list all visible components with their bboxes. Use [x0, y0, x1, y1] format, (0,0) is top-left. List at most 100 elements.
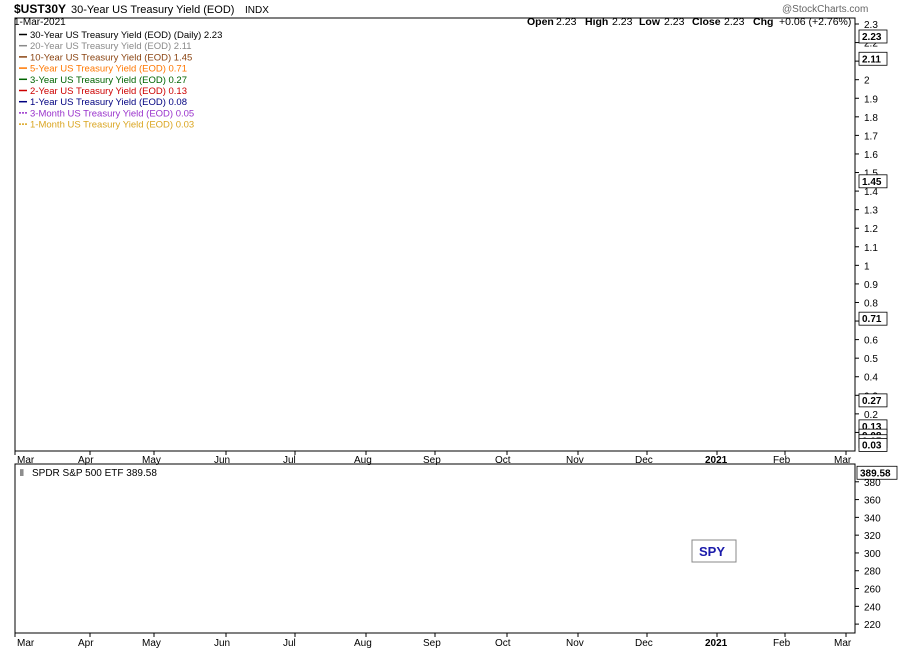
spy-x-tick-label: Aug: [354, 638, 372, 649]
legend-entry: 2-Year US Treasury Yield (EOD) 0.13: [30, 86, 187, 97]
legend-entry: 3-Month US Treasury Yield (EOD) 0.05: [30, 108, 194, 119]
spy-x-tick-label: Oct: [495, 638, 511, 649]
last-value-label: 0.27: [862, 396, 882, 407]
last-value-tag: [858, 51, 888, 66]
y-tick-label: 1.2: [864, 224, 878, 235]
y-tick-label: 1.8: [864, 113, 878, 124]
y-tick-label: 1.5: [864, 169, 878, 180]
spy-last-value-label: 389.58: [860, 468, 891, 479]
spy-x-tick-label: Feb: [773, 638, 791, 649]
price-bars-icon: ⫴: [20, 468, 24, 478]
spy-x-tick-label: Apr: [78, 638, 94, 649]
legend-entry: 20-Year US Treasury Yield (EOD) 2.11: [30, 41, 192, 52]
y-tick-label: 1.6: [864, 150, 878, 161]
last-value-label: 0.71: [862, 314, 882, 325]
spy-x-tick-label: Jun: [214, 638, 230, 649]
ohlc-label: Open: [527, 16, 554, 28]
spy-x-tick-label: Jul: [283, 638, 296, 649]
last-value-label: 0.13: [862, 422, 882, 433]
spy-x-tick-label: Sep: [423, 638, 441, 649]
x-tick-label: Apr: [78, 455, 94, 466]
spy-x-tick-label: Nov: [566, 638, 584, 649]
ohlc-value: 2.23: [556, 16, 577, 28]
spy-label: SPY: [699, 544, 725, 559]
ohlc-label: Low: [639, 16, 661, 28]
spy-y-tick-label: 220: [864, 620, 881, 631]
spy-x-tick-label: Mar: [17, 638, 35, 649]
instrument-name: 30-Year US Treasury Yield (EOD): [71, 4, 234, 16]
y-tick-label: 1.4: [864, 187, 878, 198]
last-value-label: 1.45: [862, 177, 882, 188]
legend-entry: 3-Year US Treasury Yield (EOD) 0.27: [30, 75, 187, 86]
y-tick-label: 1.1: [864, 243, 878, 254]
x-tick-label: 2021: [705, 455, 728, 466]
spy-last-value-tag: [856, 465, 898, 480]
last-value-tag: [858, 438, 888, 452]
spy-y-tick-label: 380: [864, 478, 881, 489]
last-value-label: 2.23: [862, 32, 882, 43]
y-tick-label: 1.3: [864, 206, 878, 217]
spy-y-tick-label: 320: [864, 531, 881, 542]
legend-entry: 1-Year US Treasury Yield (EOD) 0.08: [30, 97, 187, 108]
y-tick-label: 0.8: [864, 298, 878, 309]
y-tick-label: 0.9: [864, 280, 878, 291]
last-value-tag: [858, 311, 888, 326]
y-tick-label: 0.5: [864, 354, 878, 365]
legend-entry: 1-Month US Treasury Yield (EOD) 0.03: [30, 120, 194, 131]
legend-entry: 10-Year US Treasury Yield (EOD) 1.45: [30, 52, 192, 63]
spy-x-tick-label: Dec: [635, 638, 653, 649]
x-tick-label: Oct: [495, 455, 511, 466]
watermark: @StockCharts.com: [782, 4, 868, 15]
ohlc-value: +0.06 (+2.76%): [779, 16, 851, 28]
ohlc-value: 2.23: [664, 16, 685, 28]
spy-y-tick-label: 300: [864, 549, 881, 560]
text-layer: 0.10.20.30.40.50.60.70.80.911.11.21.31.4…: [14, 2, 898, 649]
spy-y-tick-label: 260: [864, 585, 881, 596]
spy-panel-title: SPDR S&P 500 ETF 389.58: [32, 468, 157, 479]
spy-y-tick-label: 280: [864, 567, 881, 578]
ohlc-label: Close: [692, 16, 721, 28]
last-value-tag: [858, 393, 888, 408]
spy-x-tick-label: May: [142, 638, 161, 649]
x-tick-label: Nov: [566, 455, 584, 466]
spy-x-tick-label: Mar: [834, 638, 852, 649]
y-tick-label: 0.4: [864, 373, 878, 384]
x-tick-label: Aug: [354, 455, 372, 466]
y-tick-label: 2.2: [864, 39, 878, 50]
x-tick-label: Mar: [834, 455, 852, 466]
spy-label-box: [691, 539, 737, 563]
legend-entry: 5-Year US Treasury Yield (EOD) 0.71: [30, 64, 187, 75]
x-tick-label: Mar: [17, 455, 35, 466]
spy-y-tick-label: 360: [864, 496, 881, 507]
exchange: INDX: [245, 5, 269, 16]
last-value-label: 0.03: [862, 440, 882, 451]
symbol: $UST30Y: [14, 2, 66, 16]
ohlc-label: Chg: [753, 16, 773, 28]
y-tick-label: 1: [864, 261, 870, 272]
last-value-tag: [858, 174, 888, 189]
y-tick-label: 0.6: [864, 336, 878, 347]
x-tick-label: Sep: [423, 455, 441, 466]
y-tick-label: 1.9: [864, 94, 878, 105]
x-tick-label: May: [142, 455, 161, 466]
x-tick-label: Jul: [283, 455, 296, 466]
y-tick-label: 0.2: [864, 410, 878, 421]
ohlc-value: 2.23: [724, 16, 745, 28]
x-tick-label: Dec: [635, 455, 653, 466]
x-tick-label: Feb: [773, 455, 791, 466]
chart-date: 1-Mar-2021: [14, 17, 66, 28]
y-tick-label: 1.7: [864, 131, 878, 142]
y-tick-label: 2.3: [864, 20, 878, 31]
ohlc-label: High: [585, 16, 608, 28]
last-value-label: 2.11: [862, 54, 881, 65]
last-value-tag: [858, 29, 888, 44]
spy-y-tick-label: 340: [864, 513, 881, 524]
spy-y-tick-label: 240: [864, 602, 881, 613]
x-tick-label: Jun: [214, 455, 230, 466]
legend-entry: 30-Year US Treasury Yield (EOD) (Daily) …: [30, 30, 222, 41]
spy-x-tick-label: 2021: [705, 638, 728, 649]
ohlc-value: 2.23: [612, 16, 633, 28]
y-tick-label: 2: [864, 76, 870, 87]
